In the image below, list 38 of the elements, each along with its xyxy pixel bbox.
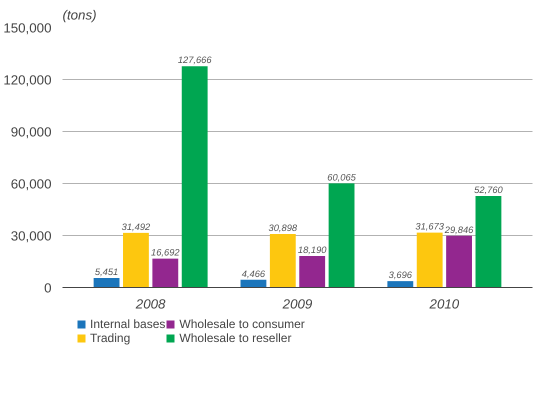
- legend-label: Wholesale to reseller: [179, 331, 292, 345]
- data-label: 60,065: [327, 172, 357, 182]
- bar: [328, 183, 354, 288]
- data-label: 31,673: [415, 222, 445, 232]
- data-label: 29,846: [444, 224, 474, 235]
- x-tick-label: 2008: [134, 296, 166, 312]
- data-label: 18,190: [298, 244, 328, 255]
- bar: [152, 258, 178, 288]
- bar: [182, 66, 208, 288]
- data-label: 52,760: [474, 185, 504, 196]
- bar: [270, 234, 296, 288]
- data-label: 5,451: [94, 267, 118, 278]
- data-label: 127,666: [178, 55, 212, 66]
- bar: [123, 232, 149, 288]
- bar: [476, 196, 502, 288]
- legend-label: Internal bases: [90, 317, 166, 331]
- x-tick-label: 2009: [282, 296, 313, 312]
- bar: [446, 236, 472, 288]
- y-tick-label: 30,000: [10, 228, 52, 244]
- data-label: 4,466: [242, 268, 266, 279]
- bar: [240, 280, 266, 288]
- bar: [416, 232, 443, 288]
- x-tick-label: 2010: [428, 296, 460, 312]
- bar: [94, 278, 120, 288]
- bar: [299, 256, 326, 288]
- y-tick-label: 120,000: [3, 72, 52, 88]
- y-axis-title: (tons): [62, 8, 97, 22]
- y-tick-label: 150,000: [3, 20, 52, 36]
- data-label: 31,492: [122, 222, 152, 232]
- bar: [387, 281, 414, 288]
- y-tick-label: 90,000: [10, 124, 52, 140]
- data-label: 3,696: [388, 270, 413, 280]
- data-label: 16,692: [151, 248, 180, 258]
- y-tick-label: 0: [44, 280, 52, 296]
- data-label: 30,898: [268, 222, 298, 233]
- legend-label: Wholesale to consumer: [179, 317, 305, 331]
- y-tick-label: 60,000: [10, 176, 52, 192]
- legend-label: Trading: [90, 331, 130, 345]
